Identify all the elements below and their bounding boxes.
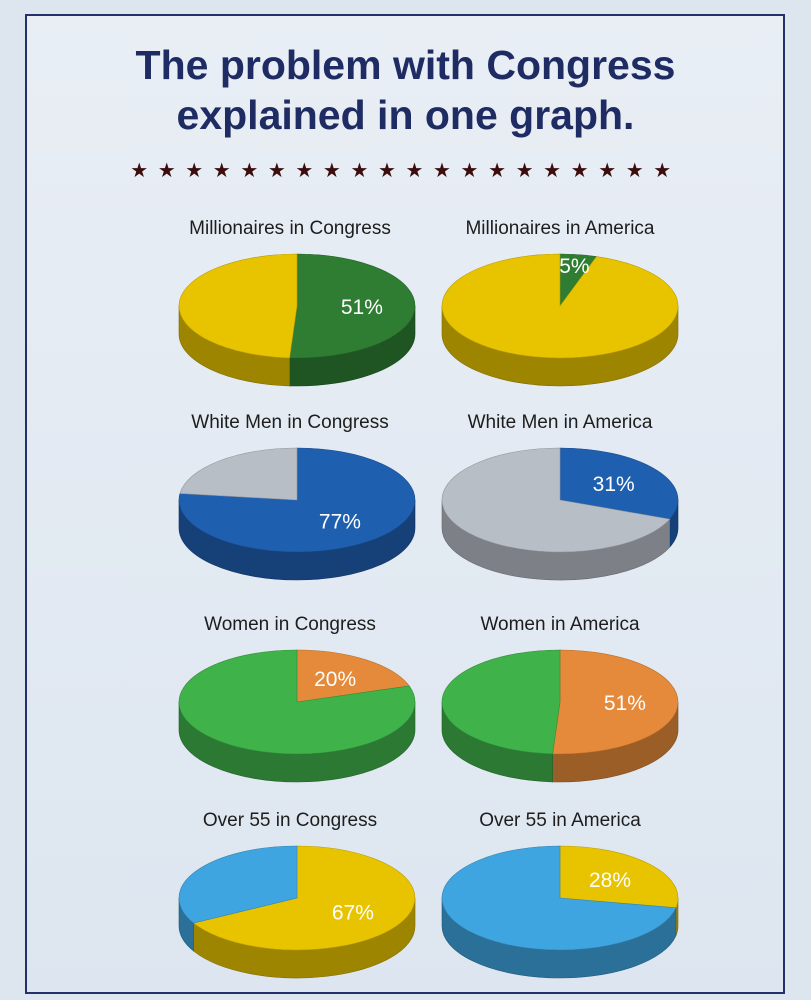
pie-over55-america: 28%	[441, 845, 679, 979]
pie-slice-millionaires-america-1	[441, 253, 679, 359]
pie-title-women-congress: Women in Congress	[204, 614, 376, 635]
pie-slice-over55-congress-0	[192, 845, 416, 951]
pie-women-america: 51%	[441, 649, 679, 783]
title-line-1: The problem with Congress	[135, 42, 676, 88]
pie-value-label-millionaires-congress: 51%	[341, 296, 383, 319]
pie-millionaires-america: 5%	[441, 253, 679, 387]
pie-white-men-congress: 77%	[178, 447, 416, 581]
pie-value-label-over55-america: 28%	[589, 869, 631, 892]
pie-women-congress: 20%	[178, 649, 416, 783]
pie-value-label-women-america: 51%	[604, 692, 646, 715]
pie-slice-women-congress-0	[296, 649, 410, 703]
pie-slice-white-men-congress-1	[179, 447, 298, 501]
star-divider: ★★★★★★★★★★★★★★★★★★★★	[130, 160, 681, 182]
pie-value-label-millionaires-america: 5%	[559, 255, 589, 278]
pie-value-label-white-men-congress: 77%	[319, 510, 361, 533]
title-line-2: explained in one graph.	[176, 92, 635, 138]
pie-title-white-men-congress: White Men in Congress	[191, 412, 389, 433]
pie-over55-congress: 67%	[178, 845, 416, 979]
pie-slice-women-america-0	[552, 649, 679, 755]
pie-slice-white-men-america-1	[441, 447, 671, 553]
pie-title-women-america: Women in America	[480, 614, 640, 635]
page-title: The problem with Congress explained in o…	[0, 40, 811, 140]
pie-value-label-women-congress: 20%	[314, 668, 356, 691]
pie-slice-over55-america-0	[559, 845, 679, 909]
pie-slice-millionaires-congress-1	[178, 253, 298, 359]
pie-title-white-men-america: White Men in America	[467, 412, 653, 433]
pie-value-label-white-men-america: 31%	[593, 473, 635, 496]
pie-title-millionaires-america: Millionaires in America	[465, 218, 655, 239]
pie-slice-over55-congress-1	[178, 845, 298, 924]
pie-title-over55-congress: Over 55 in Congress	[202, 810, 378, 831]
pie-title-over55-america: Over 55 in America	[479, 810, 641, 831]
pie-slice-women-congress-1	[178, 649, 416, 755]
pie-value-label-over55-congress: 67%	[332, 902, 374, 925]
pie-title-millionaires-congress: Millionaires in Congress	[189, 218, 391, 239]
pie-slice-women-america-1	[441, 649, 561, 755]
pie-white-men-america: 31%	[441, 447, 679, 581]
pie-slice-millionaires-congress-0	[289, 253, 416, 359]
pie-millionaires-congress: 51%	[178, 253, 416, 387]
pie-slice-white-men-america-0	[559, 447, 679, 520]
pie-slice-over55-america-1	[441, 845, 677, 951]
